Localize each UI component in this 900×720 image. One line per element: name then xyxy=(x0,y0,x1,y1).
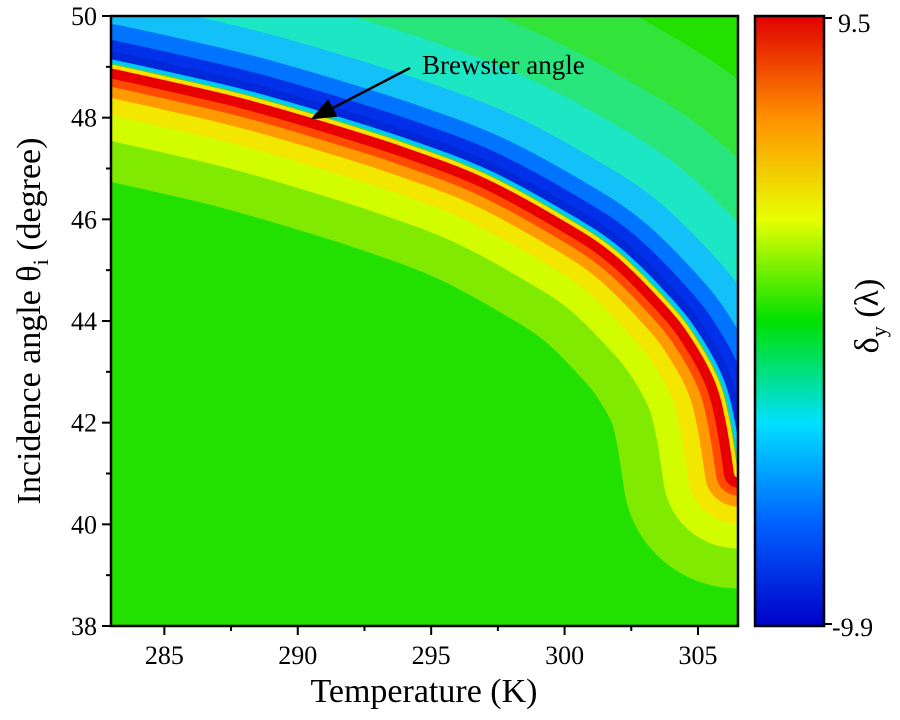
y-tick-label-46: 46 xyxy=(71,205,97,234)
y-tick-label-40: 40 xyxy=(71,510,97,539)
x-tick-label-295: 295 xyxy=(412,641,451,670)
brewster-annotation: Brewster angle xyxy=(310,50,585,120)
y-tick-label-44: 44 xyxy=(71,307,97,336)
y-tick-label-42: 42 xyxy=(71,409,97,438)
colorbar-frame xyxy=(753,14,826,628)
y-axis-title-tail: (degree) xyxy=(11,138,48,260)
x-axis-title: Temperature (K) xyxy=(311,673,538,710)
colorbar-gradient xyxy=(755,16,824,626)
x-tick-label-305: 305 xyxy=(678,641,717,670)
colorbar-title-sub: y xyxy=(866,326,891,337)
y-axis-title-sub: i xyxy=(28,259,53,265)
lower-band-stroke xyxy=(111,64,738,478)
x-tick-label-300: 300 xyxy=(545,641,584,670)
colorbar-title-unit: (λ) xyxy=(849,279,886,327)
y-tick-label-38: 38 xyxy=(71,612,97,641)
y-tick-label-50: 50 xyxy=(71,2,97,31)
brewster-annotation-arrow xyxy=(310,66,411,120)
lower-band-layer xyxy=(111,64,738,589)
x-axis: 285 290 295 300 305 xyxy=(145,626,717,670)
colorbar-title-main: δ xyxy=(849,337,886,353)
y-axis-title-main: Incidence angle θ xyxy=(11,265,48,504)
y-axis: 38 40 42 44 46 48 50 xyxy=(71,2,111,641)
colorbar-min-label: -9.9 xyxy=(832,613,873,642)
lower-band-stroke-path xyxy=(111,64,738,478)
y-axis-title: Incidence angle θi (degree) xyxy=(11,138,53,505)
brewster-annotation-label: Brewster angle xyxy=(422,50,585,80)
colorbar: 9.5 -9.9 δy (λ) xyxy=(753,9,891,642)
heatmap-plot xyxy=(111,16,738,626)
x-tick-label-285: 285 xyxy=(145,641,184,670)
colorbar-title: δy (λ) xyxy=(849,279,891,354)
x-tick-label-290: 290 xyxy=(278,641,317,670)
y-tick-label-48: 48 xyxy=(71,104,97,133)
colorbar-max-label: 9.5 xyxy=(838,9,871,38)
